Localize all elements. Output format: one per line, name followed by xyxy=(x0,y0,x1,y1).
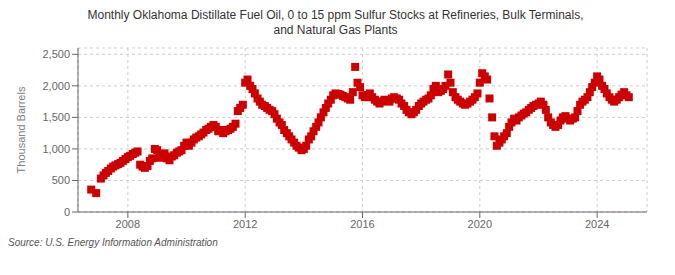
svg-text:1,000: 1,000 xyxy=(42,143,70,155)
svg-text:Thousand Barrels: Thousand Barrels xyxy=(15,86,27,173)
svg-text:500: 500 xyxy=(52,174,70,186)
svg-text:2008: 2008 xyxy=(116,218,140,230)
svg-text:1,500: 1,500 xyxy=(42,111,70,123)
svg-text:2024: 2024 xyxy=(585,218,609,230)
html-text:and Natural Gas Plants: and Natural Gas Plants xyxy=(273,23,398,37)
svg-text:2,000: 2,000 xyxy=(42,80,70,92)
html-text:Source: U.S. Energy Informatio: Source: U.S. Energy Information Administ… xyxy=(8,237,218,248)
html-text:Monthly Oklahoma Distillate Fu: Monthly Oklahoma Distillate Fuel Oil, 0 … xyxy=(87,8,584,22)
svg-text:2012: 2012 xyxy=(233,218,257,230)
svg-text:2,500: 2,500 xyxy=(42,48,70,60)
svg-text:2016: 2016 xyxy=(350,218,374,230)
svg-text:0: 0 xyxy=(64,206,70,218)
svg-text:2020: 2020 xyxy=(468,218,492,230)
